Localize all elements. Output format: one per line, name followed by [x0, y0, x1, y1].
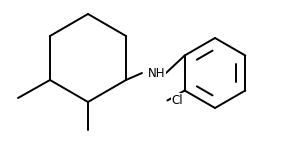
Text: NH: NH: [148, 66, 166, 80]
Text: Cl: Cl: [171, 94, 183, 107]
